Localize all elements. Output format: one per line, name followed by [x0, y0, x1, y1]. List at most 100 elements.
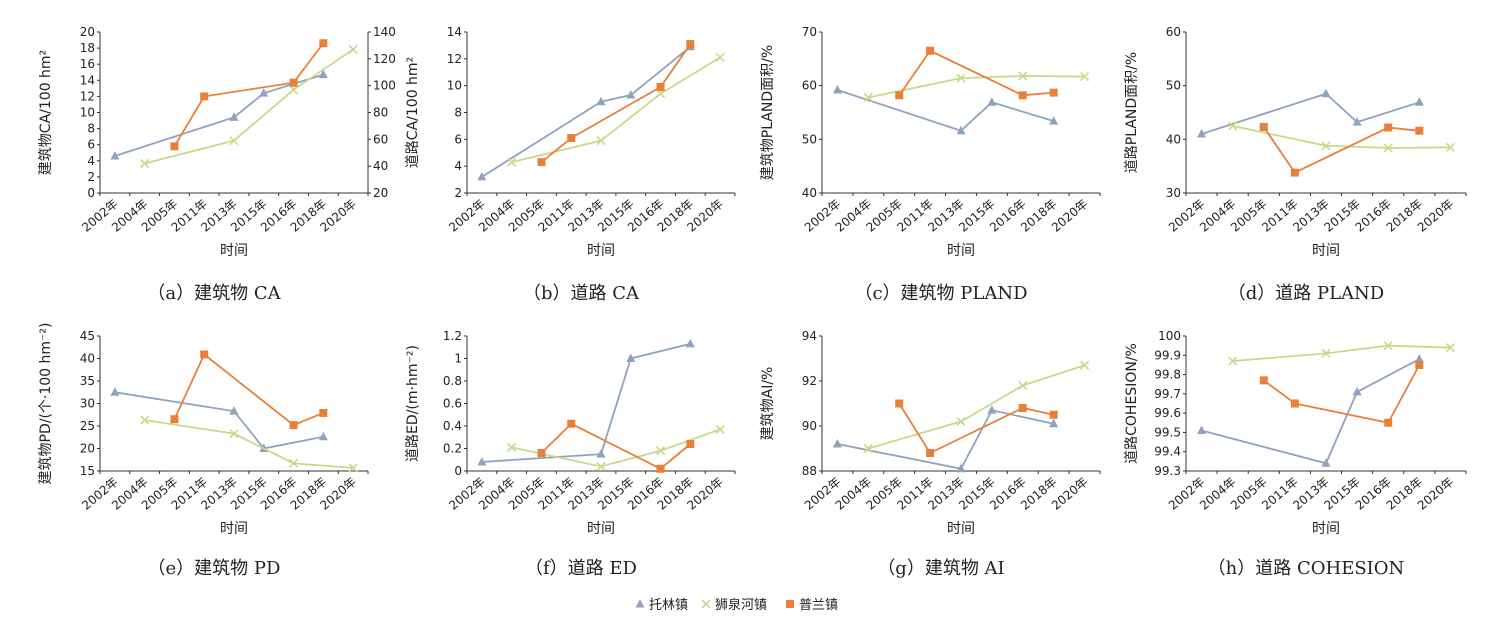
data-point — [1049, 116, 1059, 125]
panel-caption: （b）道路 CA — [523, 283, 640, 304]
data-point — [507, 442, 517, 452]
series-line — [540, 43, 692, 163]
series-line — [837, 89, 1054, 132]
data-point — [1445, 343, 1456, 353]
legend-label: 普兰镇 — [799, 598, 838, 613]
y-axis-title: 道路PLAND面积/% — [1124, 52, 1140, 173]
data-point — [655, 446, 666, 456]
y-tick-label: 0.6 — [443, 397, 462, 411]
data-point — [1197, 128, 1207, 138]
y-tick-label: 10 — [447, 79, 462, 93]
data-point — [1049, 410, 1058, 419]
y-tick-label: 8 — [454, 106, 462, 120]
panel-caption: （f）道路 ED — [525, 558, 637, 579]
data-point — [596, 461, 606, 472]
y-tick-label: 50 — [802, 132, 817, 146]
y-tick-label: 16 — [80, 57, 95, 71]
data-point — [319, 408, 328, 417]
data-point — [289, 421, 298, 430]
data-point — [1321, 141, 1331, 151]
data-point — [1352, 117, 1362, 126]
panel-caption: （h）道路 COHESION — [1208, 558, 1405, 579]
data-point — [1259, 376, 1268, 385]
data-point — [537, 158, 546, 167]
y2-tick-label: 60 — [373, 132, 388, 146]
data-point — [140, 415, 150, 425]
data-point — [110, 387, 120, 396]
legend-label: 托林镇 — [649, 598, 688, 613]
data-point — [1352, 386, 1362, 396]
y-axis-title: 建筑物AI/% — [760, 367, 776, 441]
data-point — [288, 458, 299, 468]
data-point — [1018, 380, 1028, 391]
y-tick-label: 2 — [454, 186, 462, 200]
y-tick-label: 4 — [87, 154, 95, 168]
y-tick-label: 88 — [802, 464, 817, 478]
series-line — [144, 48, 354, 165]
y-tick-label: 45 — [80, 329, 95, 343]
data-point — [832, 439, 842, 448]
y-tick-label: 35 — [80, 374, 95, 388]
data-point — [1445, 142, 1456, 152]
y-tick-label: 0.2 — [443, 442, 462, 456]
data-point — [259, 88, 269, 97]
data-point — [200, 350, 209, 359]
data-point — [956, 73, 966, 83]
data-point — [596, 96, 606, 106]
series-line — [898, 49, 1054, 97]
y-axis-title: 道路CA/100 hm² — [405, 57, 421, 168]
data-point — [895, 399, 904, 408]
y-tick-label: 40 — [80, 352, 95, 366]
chart-h: 99.399.499.599.699.799.899.91002002年2004… — [1124, 329, 1467, 579]
y-tick-label: 6 — [454, 132, 462, 146]
data-point — [170, 415, 179, 424]
data-point — [1018, 404, 1027, 412]
data-point — [987, 97, 997, 106]
data-point — [626, 90, 636, 99]
data-point — [200, 92, 209, 101]
y-tick-label: 0 — [87, 186, 95, 200]
x-axis-title: 时间 — [947, 521, 975, 537]
panel-caption: （g）建筑物 AI — [877, 558, 1004, 579]
data-point — [319, 39, 328, 48]
data-point — [686, 440, 695, 448]
data-point — [318, 431, 328, 441]
data-point — [170, 142, 179, 151]
y-tick-label: 1.2 — [443, 329, 462, 343]
data-point — [537, 449, 546, 457]
series-line — [1232, 344, 1451, 362]
series-line — [1263, 364, 1421, 424]
data-point — [567, 419, 576, 428]
data-point — [1321, 88, 1331, 98]
series-line — [868, 364, 1085, 450]
data-point — [626, 353, 636, 362]
data-point — [863, 443, 873, 454]
data-point — [110, 150, 120, 160]
y-tick-label: 2 — [87, 170, 95, 184]
series-line — [1232, 125, 1451, 149]
y-tick-label: 60 — [1166, 25, 1181, 39]
y-tick-label: 10 — [80, 106, 95, 120]
series-line — [173, 42, 325, 147]
y-tick-label: 1 — [454, 352, 462, 366]
panel-caption: （e）建筑物 PD — [148, 558, 281, 579]
series-line — [144, 419, 354, 469]
y-tick-label: 99.7 — [1154, 387, 1181, 401]
y-tick-label: 8 — [87, 122, 95, 136]
data-point — [956, 463, 966, 473]
x-axis-title: 时间 — [220, 243, 248, 259]
y-axis-title: 道路COHESION/% — [1124, 343, 1140, 464]
series-line — [114, 391, 324, 450]
chart-g: 889092942002年2004年2005年2011年2013年2015年20… — [760, 329, 1101, 579]
y-axis-title: 建筑物PLAND面积/% — [760, 45, 776, 180]
x-axis-title: 时间 — [587, 243, 615, 259]
series-line — [173, 353, 324, 427]
data-point — [1415, 126, 1424, 135]
data-point — [477, 457, 487, 466]
y-tick-label: 14 — [80, 73, 95, 87]
data-point — [1384, 123, 1393, 132]
series-line — [1263, 126, 1420, 174]
data-point — [1414, 97, 1424, 106]
y-tick-label: 99.3 — [1154, 464, 1181, 478]
